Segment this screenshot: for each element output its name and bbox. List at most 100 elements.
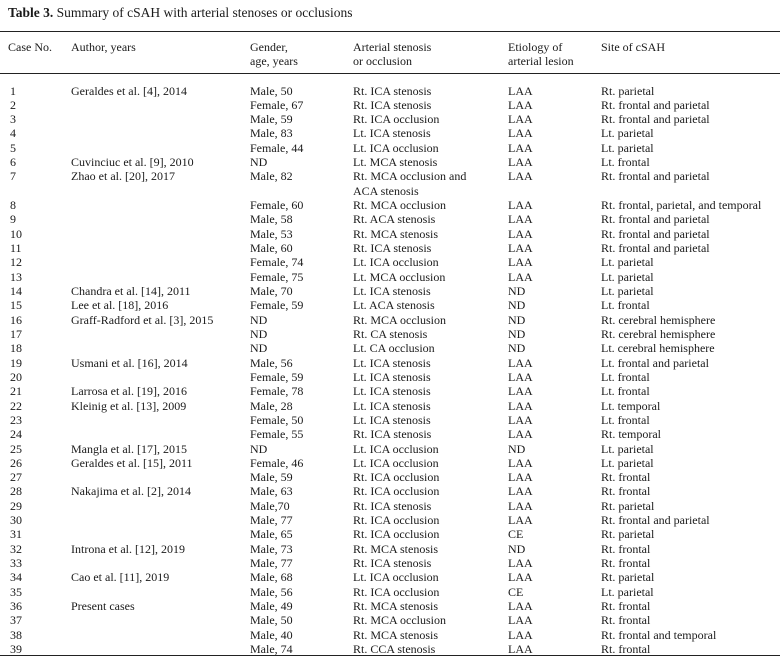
- case-number: 10: [10, 226, 22, 241]
- site-cell: Lt. frontal: [601, 384, 650, 399]
- gender-age-cell: ND: [250, 312, 268, 327]
- header-gender-age: Gender, age, years: [250, 40, 298, 68]
- lesion-cell: Lt. ICA stenosis: [353, 384, 431, 399]
- site-cell: Lt. temporal: [601, 398, 661, 413]
- etiology-cell: ND: [508, 326, 526, 341]
- site-cell: Rt. frontal: [601, 599, 651, 614]
- case-number: 35: [10, 584, 22, 599]
- gender-age-cell: Male, 74: [250, 641, 293, 656]
- case-number: 29: [10, 498, 22, 513]
- site-cell: Lt. frontal: [601, 412, 650, 427]
- author-cell: Present cases: [71, 599, 135, 614]
- gender-age-cell: Male, 73: [250, 541, 293, 556]
- author-cell: Usmani et al. [16], 2014: [71, 355, 188, 370]
- etiology-cell: LAA: [508, 556, 533, 571]
- case-number: 6: [10, 155, 16, 170]
- case-number: 37: [10, 613, 22, 628]
- gender-age-cell: Male, 53: [250, 226, 293, 241]
- gender-age-cell: Male, 60: [250, 241, 293, 256]
- case-number: 26: [10, 455, 22, 470]
- header-lesion-line2: or occlusion: [353, 54, 412, 68]
- gender-age-cell: ND: [250, 155, 268, 170]
- gender-age-cell: Male, 68: [250, 570, 293, 585]
- table-row: 6 Cuvinciuc et al. [9], 2010 ND Lt. MCA ste…: [0, 155, 780, 169]
- site-cell: Rt. frontal and parietal: [601, 241, 710, 256]
- author-cell: Nakajima et al. [2], 2014: [71, 484, 191, 499]
- table-row: 39 Male, 74 Rt. CCA stenosis LAA Rt. frontal: [0, 642, 780, 656]
- etiology-cell: LAA: [508, 484, 533, 499]
- gender-age-cell: Female, 78: [250, 384, 304, 399]
- table-row: 34 Cao et al. [11], 2019 Male, 68 Lt. ICA o…: [0, 570, 780, 584]
- lesion-cell: Rt. MCA stenosis: [353, 226, 439, 241]
- site-cell: Rt. frontal: [601, 541, 651, 556]
- table-row: 32 Introna et al. [12], 2019 Male, 73 Rt. M…: [0, 542, 780, 556]
- gender-age-cell: Female, 55: [250, 427, 304, 442]
- site-cell: Rt. frontal and parietal: [601, 513, 710, 528]
- case-number: 38: [10, 627, 22, 642]
- etiology-cell: LAA: [508, 269, 533, 284]
- gender-age-cell: Male, 59: [250, 470, 293, 485]
- gender-age-cell: Male, 83: [250, 126, 293, 141]
- gender-age-cell: Female, 75: [250, 269, 304, 284]
- lesion-cell: Rt. MCA stenosis: [353, 627, 439, 642]
- table-row: 19 Usmani et al. [16], 2014 Male, 56 Lt. IC…: [0, 356, 780, 370]
- table-row: 18 ND Lt. CA occlusion ND Lt. cerebral hemis…: [0, 341, 780, 355]
- lesion-cell: Rt. MCA occlusion: [353, 198, 447, 213]
- site-cell: Lt. parietal: [601, 269, 654, 284]
- table-row: 29 Male,70 Rt. ICA stenosis LAA Rt. parietal: [0, 499, 780, 513]
- table-row: 11 Male, 60 Rt. ICA stenosis LAA Rt. frontal…: [0, 241, 780, 255]
- table-header-rule: [0, 73, 780, 74]
- table-row: 17 ND Rt. CA stenosis ND Rt. cerebral hemisp…: [0, 327, 780, 341]
- author-cell: Introna et al. [12], 2019: [71, 541, 185, 556]
- case-number: 23: [10, 412, 22, 427]
- etiology-cell: ND: [508, 283, 526, 298]
- gender-age-cell: Female, 46: [250, 455, 304, 470]
- etiology-cell: LAA: [508, 169, 533, 184]
- etiology-cell: LAA: [508, 513, 533, 528]
- lesion-cell: Lt. ICA stenosis: [353, 355, 431, 370]
- lesion-cell: Lt. CA occlusion: [353, 341, 435, 356]
- author-cell: Lee et al. [18], 2016: [71, 298, 169, 313]
- table-row: 4 Male, 83 Lt. ICA stenosis LAA Lt. parietal: [0, 126, 780, 140]
- lesion-cell: Lt. ICA stenosis: [353, 126, 431, 141]
- etiology-cell: LAA: [508, 398, 533, 413]
- etiology-cell: LAA: [508, 613, 533, 628]
- case-number: 15: [10, 298, 22, 313]
- gender-age-cell: Male, 50: [250, 613, 293, 628]
- site-cell: Rt. parietal: [601, 570, 655, 585]
- table-bottom-rule: [0, 655, 780, 657]
- author-cell: Kleinig et al. [13], 2009: [71, 398, 187, 413]
- lesion-cell: Rt. MCA stenosis: [353, 541, 439, 556]
- table-row: 12 Female, 74 Lt. ICA occlusion LAA Lt. pari…: [0, 255, 780, 269]
- lesion-cell: Rt. ACA stenosis: [353, 212, 436, 227]
- lesion-cell: Rt. ICA occlusion: [353, 584, 440, 599]
- lesion-cell: Rt. ICA stenosis: [353, 83, 432, 98]
- header-lesion-line1: Arterial stenosis: [353, 40, 432, 54]
- site-cell: Rt. parietal: [601, 83, 655, 98]
- etiology-cell: LAA: [508, 570, 533, 585]
- table-row: 13 Female, 75 Lt. MCA occlusion LAA Lt. pari…: [0, 270, 780, 284]
- etiology-cell: ND: [508, 541, 526, 556]
- author-cell: Graff-Radford et al. [3], 2015: [71, 312, 214, 327]
- lesion-cell: Lt. ICA stenosis: [353, 369, 431, 384]
- lesion-cell: Rt. ICA stenosis: [353, 427, 432, 442]
- etiology-cell: LAA: [508, 97, 533, 112]
- table-row: 1 Geraldes et al. [4], 2014 Male, 50 Rt. IC…: [0, 84, 780, 98]
- lesion-cell: Rt. ICA occlusion: [353, 112, 440, 127]
- site-cell: Rt. frontal: [601, 556, 651, 571]
- etiology-cell: LAA: [508, 384, 533, 399]
- lesion-cell: Rt. MCA occlusion and: [353, 169, 467, 184]
- table-row: 26 Geraldes et al. [15], 2011 Female, 46 Lt…: [0, 456, 780, 470]
- lesion-cell: Rt. ICA occlusion: [353, 484, 440, 499]
- lesion-cell: Rt. ICA stenosis: [353, 556, 432, 571]
- gender-age-cell: Male, 50: [250, 83, 293, 98]
- etiology-cell: LAA: [508, 241, 533, 256]
- case-number: 31: [10, 527, 22, 542]
- case-number: 30: [10, 513, 22, 528]
- etiology-cell: LAA: [508, 641, 533, 656]
- etiology-cell: ND: [508, 298, 526, 313]
- site-cell: Lt. parietal: [601, 140, 654, 155]
- etiology-cell: LAA: [508, 255, 533, 270]
- site-cell: Lt. frontal: [601, 369, 650, 384]
- case-number: 20: [10, 369, 22, 384]
